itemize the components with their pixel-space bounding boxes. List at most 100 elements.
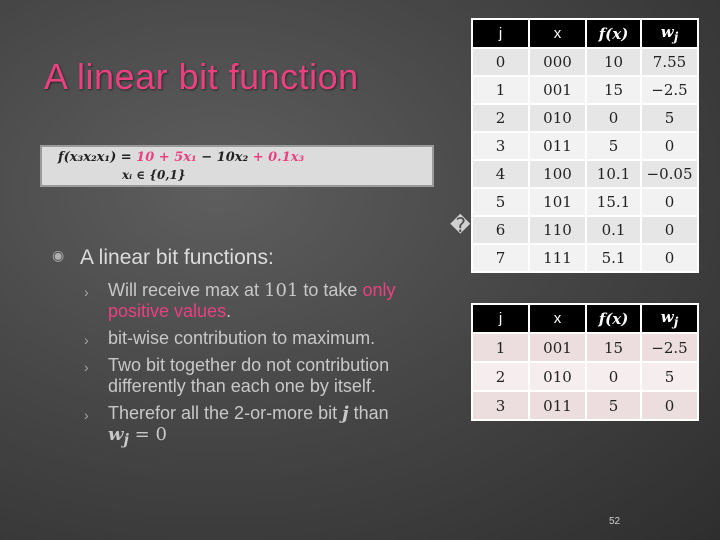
sub-bullet-list: › Will receive max at 101 to take only p… bbox=[84, 280, 404, 457]
table-row: 2 010 0 5 bbox=[473, 105, 697, 131]
table-header-row: j x f(x) wj bbox=[473, 305, 697, 332]
table-cell: 15 bbox=[587, 334, 640, 361]
table-cell: −2.5 bbox=[642, 334, 697, 361]
bullet-number: 101 bbox=[264, 280, 299, 301]
table-cell: 5 bbox=[587, 392, 640, 419]
math-variable: w bbox=[108, 424, 124, 445]
header-cell: x bbox=[530, 305, 585, 332]
table-cell: 10.1 bbox=[587, 161, 640, 187]
header-cell: j bbox=[473, 305, 528, 332]
table-row: 4 100 10.1 −0.05 bbox=[473, 161, 697, 187]
header-w-subscript: j bbox=[673, 29, 679, 44]
header-cell: f(x) bbox=[587, 305, 640, 332]
table-row: 1 001 15 −2.5 bbox=[473, 77, 697, 103]
bullet-text: bit-wise contribution to maximum. bbox=[108, 328, 376, 348]
header-w-subscript: j bbox=[673, 314, 679, 329]
table-cell: 0 bbox=[642, 217, 697, 243]
table-cell: 011 bbox=[530, 133, 585, 159]
table-cell: 0 bbox=[473, 49, 528, 75]
table-cell: 0.1 bbox=[587, 217, 640, 243]
table-cell: 3 bbox=[473, 133, 528, 159]
header-w: w bbox=[660, 23, 674, 41]
header-cell: wj bbox=[642, 20, 697, 47]
formula-term3: + 0.1x₃ bbox=[252, 150, 305, 165]
math-subscript: j bbox=[123, 430, 129, 449]
table-cell: 5 bbox=[473, 189, 528, 215]
bullet-text: than bbox=[348, 403, 389, 423]
table-cell: 10 bbox=[587, 49, 640, 75]
table-cell: 1 bbox=[473, 77, 528, 103]
table-row: 6 110 0.1 0 bbox=[473, 217, 697, 243]
math-variable: j bbox=[342, 403, 349, 424]
page-number: 52 bbox=[609, 516, 621, 527]
formula-lhs: f(x₃x₂x₁) = bbox=[58, 150, 137, 165]
table-cell: 4 bbox=[473, 161, 528, 187]
table-cell: 001 bbox=[530, 334, 585, 361]
table-cell: 110 bbox=[530, 217, 585, 243]
chevron-right-icon: › bbox=[84, 284, 89, 300]
table-cell: 0 bbox=[642, 392, 697, 419]
table-cell: 100 bbox=[530, 161, 585, 187]
math-expression: = 0 bbox=[128, 424, 167, 445]
chevron-right-icon: › bbox=[84, 407, 89, 423]
table-cell: 0 bbox=[642, 133, 697, 159]
table-cell: 6 bbox=[473, 217, 528, 243]
header-cell: j bbox=[473, 20, 528, 47]
table-cell: 000 bbox=[530, 49, 585, 75]
table-row: 3 011 5 0 bbox=[473, 133, 697, 159]
header-w: w bbox=[660, 308, 674, 326]
list-item: › Will receive max at 101 to take only p… bbox=[84, 280, 404, 322]
bullet-circle-icon: ◉ bbox=[52, 247, 65, 263]
replacement-glyph: � bbox=[450, 215, 471, 237]
table-cell: 15.1 bbox=[587, 189, 640, 215]
table-row: 0 000 10 7.55 bbox=[473, 49, 697, 75]
table-cell: 101 bbox=[530, 189, 585, 215]
main-bullet-text: A linear bit functions: bbox=[80, 246, 274, 269]
table-cell: 011 bbox=[530, 392, 585, 419]
table-row: 3 011 5 0 bbox=[473, 392, 697, 419]
table-cell: 5 bbox=[642, 105, 697, 131]
bit-table-full: j x f(x) wj 0 000 10 7.55 1 001 15 −2.5 2 010 0 5 3 0… bbox=[471, 18, 699, 273]
list-item: › Two bit together do not contribution d… bbox=[84, 355, 404, 397]
table-cell: 0 bbox=[587, 363, 640, 390]
table-cell: 5.1 bbox=[587, 245, 640, 271]
table-header-row: j x f(x) wj bbox=[473, 20, 697, 47]
list-item: › Therefor all the 2-or-more bit j than … bbox=[84, 403, 404, 451]
table-row: 2 010 0 5 bbox=[473, 363, 697, 390]
list-item: › bit-wise contribution to maximum. bbox=[84, 328, 404, 349]
table-row: 5 101 15.1 0 bbox=[473, 189, 697, 215]
bit-table-subset: j x f(x) wj 1 001 15 −2.5 2 010 0 5 3 011 5 0 bbox=[471, 303, 699, 421]
table-cell: 7.55 bbox=[642, 49, 697, 75]
bullet-text: Therefor all the 2-or-more bit bbox=[108, 403, 343, 423]
table-cell: 0 bbox=[587, 105, 640, 131]
table-cell: 111 bbox=[530, 245, 585, 271]
table-cell: 5 bbox=[587, 133, 640, 159]
chevron-right-icon: › bbox=[84, 359, 89, 375]
table-cell: −2.5 bbox=[642, 77, 697, 103]
formula-equation: f(x₃x₂x₁) = 10 + 5x₁ − 10x₂ + 0.1x₃ bbox=[58, 150, 304, 165]
formula-constraint: xᵢ ∈ {0,1} bbox=[122, 168, 186, 182]
table-cell: 7 bbox=[473, 245, 528, 271]
formula-term1: 10 + 5x₁ bbox=[136, 150, 197, 165]
table-cell: 0 bbox=[642, 189, 697, 215]
bullet-text: . bbox=[226, 301, 232, 321]
bullet-text: to take bbox=[298, 280, 363, 300]
formula-term2: − 10x₂ bbox=[196, 150, 253, 165]
table-cell: 2 bbox=[473, 363, 528, 390]
table-cell: 15 bbox=[587, 77, 640, 103]
bullet-text: Two bit together do not contribution dif… bbox=[108, 355, 390, 396]
bullet-text: Will receive max at bbox=[108, 280, 265, 300]
header-cell: wj bbox=[642, 305, 697, 332]
table-cell: 010 bbox=[530, 363, 585, 390]
table-cell: 001 bbox=[530, 77, 585, 103]
header-cell: f(x) bbox=[587, 20, 640, 47]
chevron-right-icon: › bbox=[84, 332, 89, 348]
header-cell: x bbox=[530, 20, 585, 47]
table-cell: 0 bbox=[642, 245, 697, 271]
table-row: 1 001 15 −2.5 bbox=[473, 334, 697, 361]
slide-title: A linear bit function bbox=[44, 56, 359, 97]
formula-box: f(x₃x₂x₁) = 10 + 5x₁ − 10x₂ + 0.1x₃ xᵢ ∈… bbox=[40, 145, 434, 187]
table-cell: 1 bbox=[473, 334, 528, 361]
table-cell: 2 bbox=[473, 105, 528, 131]
table-cell: 010 bbox=[530, 105, 585, 131]
